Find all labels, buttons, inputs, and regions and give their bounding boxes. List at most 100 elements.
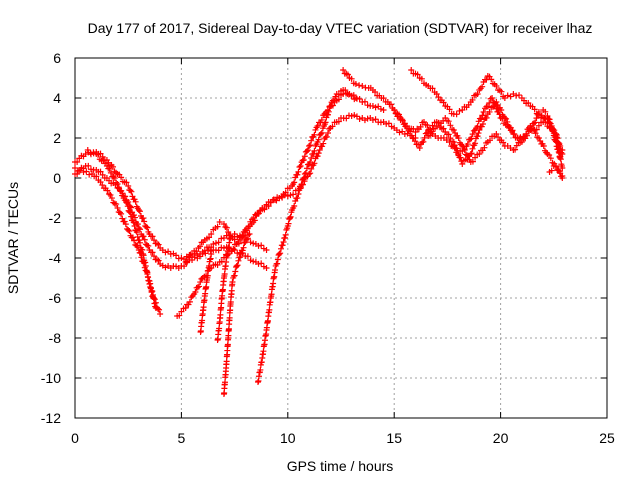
data-point-interp (215, 247, 222, 254)
data-point-interp (151, 300, 158, 307)
data-point-interp (291, 203, 298, 210)
data-point-interp (162, 249, 169, 256)
data-point-interp (178, 308, 185, 315)
data-point-interp (324, 130, 331, 137)
data-point-interp (547, 155, 554, 162)
data-point-interp (326, 125, 333, 132)
data-point (189, 257, 196, 263)
data-point-interp (484, 103, 491, 110)
data-point-interp (317, 131, 324, 138)
x-tick-labels: 0 5 10 15 20 25 (71, 430, 615, 446)
data-point-interp (456, 107, 463, 114)
data-point-interp (232, 268, 239, 275)
data-point-interp (308, 137, 315, 144)
data-point-interp (83, 168, 90, 175)
y-tick-label: -6 (49, 290, 62, 306)
data-point-interp (192, 289, 199, 296)
data-point-interp (300, 176, 307, 183)
data-point (314, 123, 321, 129)
data-point-interp (542, 108, 549, 115)
data-point-interp (303, 148, 310, 155)
data-point-interp (141, 218, 148, 225)
data-point-interp (185, 254, 192, 261)
data-point (276, 251, 283, 257)
data-point-interp (274, 260, 281, 267)
data-point-interp (534, 111, 541, 118)
y-tick-label: 6 (53, 50, 61, 66)
data-point (352, 81, 359, 87)
data-point-interp (319, 143, 326, 150)
data-point-interp (303, 165, 310, 172)
data-point (416, 145, 423, 151)
data-point-interp (74, 170, 81, 177)
data-point (295, 191, 302, 197)
data-point-interp (99, 171, 106, 178)
data-point-interp (361, 98, 368, 105)
data-point (231, 247, 238, 253)
data-point-interp (181, 263, 188, 270)
data-point-interp (498, 107, 505, 114)
data-point-interp (257, 366, 264, 373)
data-point (316, 147, 323, 153)
data-point (178, 255, 185, 261)
data-point-interp (495, 134, 502, 141)
data-point-interp (428, 128, 435, 135)
data-point-interp (131, 214, 138, 221)
data-point-interp (305, 147, 312, 154)
data-point-interp (145, 242, 152, 249)
data-point-interp (134, 233, 141, 240)
data-point-interp (342, 87, 349, 94)
data-point-interp (237, 254, 244, 261)
data-point (380, 107, 387, 113)
data-point-interp (104, 187, 111, 194)
data-point-interp (173, 252, 180, 259)
data-point-interp (106, 165, 113, 172)
data-point-interp (469, 131, 476, 138)
data-point-interp (144, 224, 151, 231)
data-point-interp (149, 288, 156, 295)
data-point-interp (460, 143, 467, 150)
data-point (255, 211, 262, 217)
data-point (433, 91, 440, 97)
data-point-interp (206, 234, 213, 241)
data-point-interp (136, 208, 143, 215)
data-point-interp (235, 257, 242, 264)
data-point-interp (132, 198, 139, 205)
y-axis-label: SDTVAR / TECUs (5, 182, 21, 294)
data-point (246, 231, 253, 237)
data-point-interp (426, 132, 433, 139)
data-point (327, 103, 334, 109)
data-point (459, 161, 466, 167)
data-point-interp (148, 289, 155, 296)
data-point-interp (258, 260, 265, 267)
data-point-interp (134, 221, 141, 228)
data-point-interp (202, 250, 209, 257)
data-point-interp (445, 118, 452, 125)
data-point (476, 151, 483, 157)
data-point (301, 171, 308, 177)
data-point-interp (469, 145, 476, 152)
data-point-interp (554, 135, 561, 142)
data-point (189, 251, 196, 257)
data-point (233, 263, 240, 269)
data-point-interp (212, 240, 219, 247)
data-point-interp (513, 142, 520, 149)
data-point (135, 207, 142, 213)
data-point (450, 127, 457, 133)
data-point (544, 113, 551, 119)
data-point (114, 181, 121, 187)
data-point-interp (356, 82, 363, 89)
data-point-interp (137, 239, 144, 246)
data-point (284, 193, 291, 199)
data-point-interp (356, 95, 363, 102)
data-point-interp (230, 245, 237, 252)
data-point-interp (119, 215, 126, 222)
data-point-interp (296, 164, 303, 171)
data-point (152, 305, 159, 311)
data-point-interp (118, 210, 125, 217)
data-point (210, 241, 217, 247)
data-point-interp (311, 147, 318, 154)
data-point-interp (113, 201, 120, 208)
data-point-interp (277, 250, 284, 257)
data-point-interp (74, 167, 81, 174)
